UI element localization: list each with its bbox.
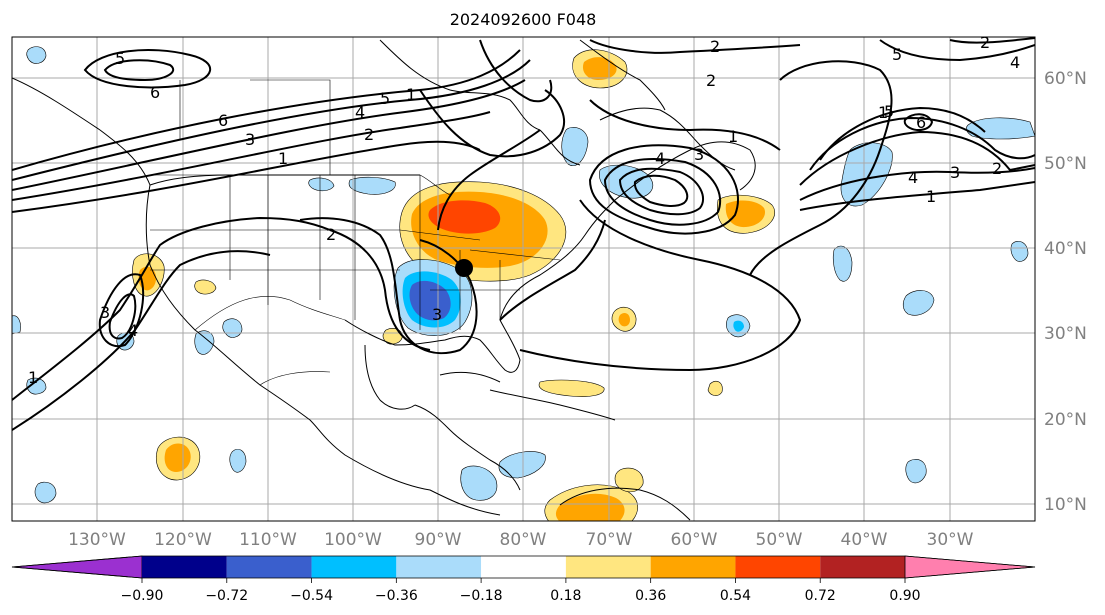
longitude-label: 90°W — [415, 530, 462, 550]
station-dot-marker — [455, 259, 473, 277]
colorbar-swatch — [481, 556, 566, 578]
latitude-label: 60°N — [1044, 69, 1087, 89]
contour-label: 1 — [406, 85, 416, 104]
contour-label: 6 — [150, 83, 160, 102]
contour-label: 5 — [884, 102, 894, 121]
anomaly-shading — [12, 46, 1035, 521]
longitude-label: 130°W — [68, 530, 126, 550]
contour-label: 4 — [355, 103, 365, 122]
contour-label: 2 — [364, 125, 374, 144]
colorbar-extend-low — [11, 555, 143, 579]
longitude-label: 50°W — [756, 530, 803, 550]
colorbar-label: 0.54 — [720, 588, 751, 604]
contour-labels: 5 6 6 3 1 4 5 1 2 2 2 1 4 2 2 5 6 4 3 2 … — [28, 33, 1020, 387]
colorbar-label: 0.72 — [805, 588, 836, 604]
colorbar-label: −0.54 — [290, 588, 333, 604]
contour-label: 3 — [100, 303, 110, 322]
contour-label: 5 — [892, 45, 902, 64]
contour-label: 4 — [1010, 53, 1020, 72]
contour-label: 4 — [128, 321, 138, 340]
contour-label: 1 — [878, 103, 888, 122]
colorbar-swatch — [565, 556, 651, 578]
colorbar-label: −0.72 — [205, 588, 248, 604]
longitude-label: 60°W — [671, 530, 718, 550]
latitude-label: 20°N — [1044, 410, 1087, 430]
latitude-axis: 60°N 50°N 40°N 30°N 20°N 10°N — [1044, 69, 1087, 515]
colorbar-swatch — [396, 556, 482, 578]
colorbar-swatch — [142, 556, 227, 578]
contour-label: 6 — [218, 111, 228, 130]
contour-label: 2 — [710, 37, 720, 56]
graticule — [12, 37, 1035, 521]
contour-label: 1 — [278, 149, 288, 168]
contour-label: 2 — [980, 33, 990, 52]
colorbar-swatch — [311, 556, 397, 578]
colorbar-label: 0.18 — [550, 588, 581, 604]
contour-label: 1 — [28, 368, 38, 387]
contour-label: 5 — [380, 89, 390, 108]
contour-label: 3 — [245, 130, 255, 149]
longitude-label: 30°W — [927, 530, 974, 550]
longitude-axis: 130°W 120°W 110°W 100°W 90°W 80°W 70°W 6… — [68, 530, 974, 550]
height-contours — [12, 37, 1035, 431]
contour-label: 1 — [926, 187, 936, 206]
colorbar-swatch — [735, 556, 821, 578]
contour-label: 3 — [432, 305, 442, 324]
contour-label: 3 — [694, 145, 704, 164]
colorbar-swatch — [226, 556, 312, 578]
longitude-label: 120°W — [154, 530, 212, 550]
contour-label: 2 — [992, 159, 1002, 178]
contour-label: 1 — [728, 127, 738, 146]
colorbar-label: 0.36 — [635, 588, 666, 604]
contour-label: 2 — [326, 225, 336, 244]
map-title: 2024092600 F048 — [449, 10, 597, 29]
latitude-label: 50°N — [1044, 154, 1087, 174]
colorbar-extend-high — [904, 555, 1036, 579]
colorbar: −0.90 −0.72 −0.54 −0.36 −0.18 0.18 0.36 0.54 0.7… — [11, 555, 1036, 604]
contour-label: 3 — [950, 163, 960, 182]
contour-label: 5 — [115, 49, 125, 68]
latitude-label: 40°N — [1044, 239, 1087, 259]
colorbar-label: −0.18 — [460, 588, 503, 604]
colorbar-label: −0.90 — [121, 588, 164, 604]
contour-label: 6 — [916, 113, 926, 132]
plot-frame — [11, 36, 1036, 522]
longitude-label: 70°W — [586, 530, 633, 550]
latitude-label: 10°N — [1044, 495, 1087, 515]
colorbar-label: −0.36 — [375, 588, 418, 604]
contour-label: 2 — [706, 71, 716, 90]
colorbar-swatch — [650, 556, 736, 578]
contour-label: 4 — [908, 168, 918, 187]
colorbar-swatch — [820, 556, 905, 578]
contour-label: 4 — [655, 149, 665, 168]
colorbar-label: 0.90 — [889, 588, 920, 604]
longitude-label: 110°W — [239, 530, 297, 550]
longitude-label: 40°W — [841, 530, 888, 550]
latitude-label: 30°N — [1044, 324, 1087, 344]
longitude-label: 80°W — [500, 530, 547, 550]
longitude-label: 100°W — [324, 530, 382, 550]
